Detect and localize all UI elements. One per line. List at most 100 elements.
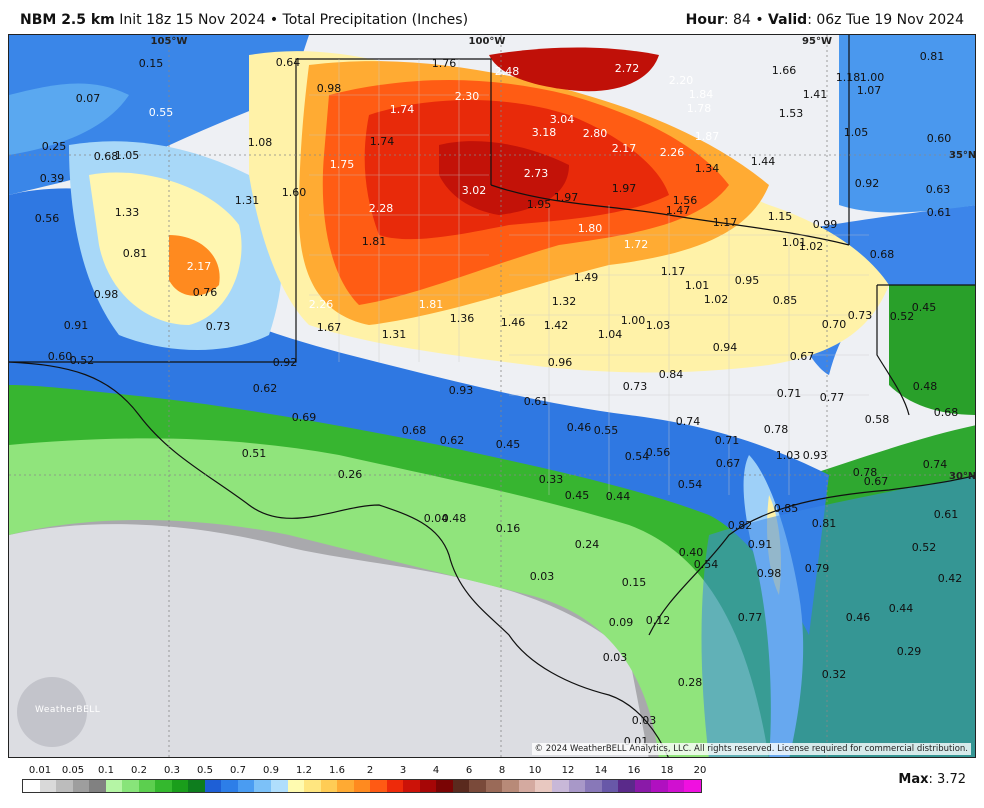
legend-swatch xyxy=(254,780,271,792)
precip-value-label: 0.68 xyxy=(401,424,427,437)
precip-value-label: 1.46 xyxy=(500,316,526,329)
precip-value-label: 0.77 xyxy=(737,611,763,624)
precip-value-label: 0.42 xyxy=(937,572,963,585)
precip-value-label: 1.87 xyxy=(694,130,720,143)
precip-value-label: 0.04 xyxy=(423,512,449,525)
precip-value-label: 0.98 xyxy=(756,567,782,580)
legend-swatch xyxy=(105,780,123,792)
precip-value-label: 0.68 xyxy=(869,248,895,261)
logo-text: WeatherBELL xyxy=(35,705,101,715)
precipitation-map[interactable]: 105°W 100°W 95°W 35°N 30°N 0.15 0.64 1.76 2… xyxy=(8,34,976,758)
precip-value-label: 1.75 xyxy=(329,158,355,171)
precip-value-label: 1.66 xyxy=(771,64,797,77)
precip-value-label: 1.17 xyxy=(660,265,686,278)
precip-value-label: 0.62 xyxy=(252,382,278,395)
precip-value-label: 0.39 xyxy=(39,172,65,185)
precip-value-label: 0.54 xyxy=(693,558,719,571)
precip-value-label: 1.05 xyxy=(843,126,869,139)
precip-value-label: 0.16 xyxy=(495,522,521,535)
precip-value-label: 0.52 xyxy=(911,541,937,554)
legend-tick-label: 6 xyxy=(465,765,473,776)
color-legend: 0.01 0.05 0.1 0.2 0.3 0.5 0.7 0.9 1.2 1.6 2 3 4 6 8 10 1… xyxy=(22,765,706,793)
lon-label-100w: 100°W xyxy=(468,36,506,47)
precip-value-label: 1.00 xyxy=(859,71,885,84)
legend-swatch xyxy=(39,780,57,792)
legend-swatch xyxy=(304,780,321,792)
precip-value-label: 0.73 xyxy=(847,309,873,322)
precip-value-label: 2.80 xyxy=(582,127,608,140)
precip-value-label: 0.69 xyxy=(291,411,317,424)
hour-label: Hour xyxy=(685,12,724,28)
precip-value-label: 1.01 xyxy=(781,236,807,249)
precip-value-label: 0.77 xyxy=(819,391,845,404)
legend-swatch xyxy=(684,780,701,792)
precip-value-label: 0.15 xyxy=(138,57,164,70)
precip-value-label: 3.04 xyxy=(549,113,575,126)
precip-value-label: 0.84 xyxy=(658,368,684,381)
precip-value-label: 0.45 xyxy=(911,301,937,314)
precip-value-label: 0.91 xyxy=(63,319,89,332)
precip-value-label: 0.73 xyxy=(205,320,231,333)
precip-value-label: 1.74 xyxy=(389,103,415,116)
legend-swatch xyxy=(287,780,305,792)
legend-swatch xyxy=(320,780,338,792)
precip-value-label: 1.03 xyxy=(775,449,801,462)
hour-value: : 84 • xyxy=(723,12,764,28)
max-label: Max xyxy=(898,772,929,787)
max-number: : 3.72 xyxy=(928,772,966,787)
precip-value-label: 0.74 xyxy=(922,458,948,471)
legend-swatch xyxy=(502,780,519,792)
legend-swatch xyxy=(386,780,404,792)
precip-value-label: 0.81 xyxy=(811,517,837,530)
precip-value-label: 0.70 xyxy=(821,318,847,331)
legend-tick-label: 8 xyxy=(498,765,506,776)
precip-value-label: 0.76 xyxy=(192,286,218,299)
legend-swatch xyxy=(270,780,288,792)
legend-tick-label: 10 xyxy=(528,765,542,776)
precip-value-label: 1.18 xyxy=(835,71,861,84)
precip-value-label: 0.46 xyxy=(566,421,592,434)
legend-tick-label: 2 xyxy=(366,765,374,776)
precip-value-label: 2.28 xyxy=(368,202,394,215)
precip-value-label: 1.42 xyxy=(543,319,569,332)
precip-value-label: 0.63 xyxy=(925,183,951,196)
valid-time: Hour: 84 • Valid: 06z Tue 19 Nov 2024 xyxy=(686,12,964,28)
precip-value-label: 0.40 xyxy=(678,546,704,559)
model-name: NBM 2.5 km xyxy=(20,12,115,28)
legend-swatch xyxy=(518,780,536,792)
precip-value-label: 0.32 xyxy=(821,668,847,681)
legend-swatch xyxy=(585,780,602,792)
precip-value-label: 0.64 xyxy=(275,56,301,69)
precip-value-label: 1.97 xyxy=(611,182,637,195)
precip-value-label: 0.67 xyxy=(715,457,741,470)
valid-value: : 06z Tue 19 Nov 2024 xyxy=(807,12,964,28)
precip-value-label: 1.00 xyxy=(620,314,646,327)
precip-value-label: 0.61 xyxy=(523,395,549,408)
precip-value-label: 0.93 xyxy=(448,384,474,397)
precip-value-label: 1.76 xyxy=(431,57,457,70)
legend-tick-label: 1.6 xyxy=(329,765,345,776)
precip-value-label: 1.44 xyxy=(750,155,776,168)
precip-value-label: 1.31 xyxy=(234,194,260,207)
legend-tick-label: 14 xyxy=(594,765,608,776)
precip-value-label: 1.74 xyxy=(369,135,395,148)
legend-swatch xyxy=(485,780,503,792)
precip-value-label: 0.51 xyxy=(241,447,267,460)
legend-tick-label: 0.5 xyxy=(197,765,213,776)
legend-swatch xyxy=(452,780,470,792)
legend-swatch xyxy=(469,780,486,792)
precip-value-label: 1.01 xyxy=(684,279,710,292)
legend-tick-label: 0.7 xyxy=(230,765,246,776)
precip-value-label: 0.26 xyxy=(337,468,363,481)
legend-swatch xyxy=(204,780,222,792)
title: NBM 2.5 km Init 18z 15 Nov 2024 • Total … xyxy=(20,12,468,28)
precip-value-label: 0.56 xyxy=(645,446,671,459)
precip-value-label: 1.08 xyxy=(247,136,273,149)
legend-tick-label: 0.1 xyxy=(98,765,114,776)
precip-value-label: 0.55 xyxy=(593,424,619,437)
legend-swatch xyxy=(72,780,90,792)
precip-value-label: 2.26 xyxy=(308,298,334,311)
precip-value-label: 0.82 xyxy=(727,519,753,532)
legend-tick-label: 16 xyxy=(627,765,641,776)
precip-value-label: 1.97 xyxy=(553,191,579,204)
